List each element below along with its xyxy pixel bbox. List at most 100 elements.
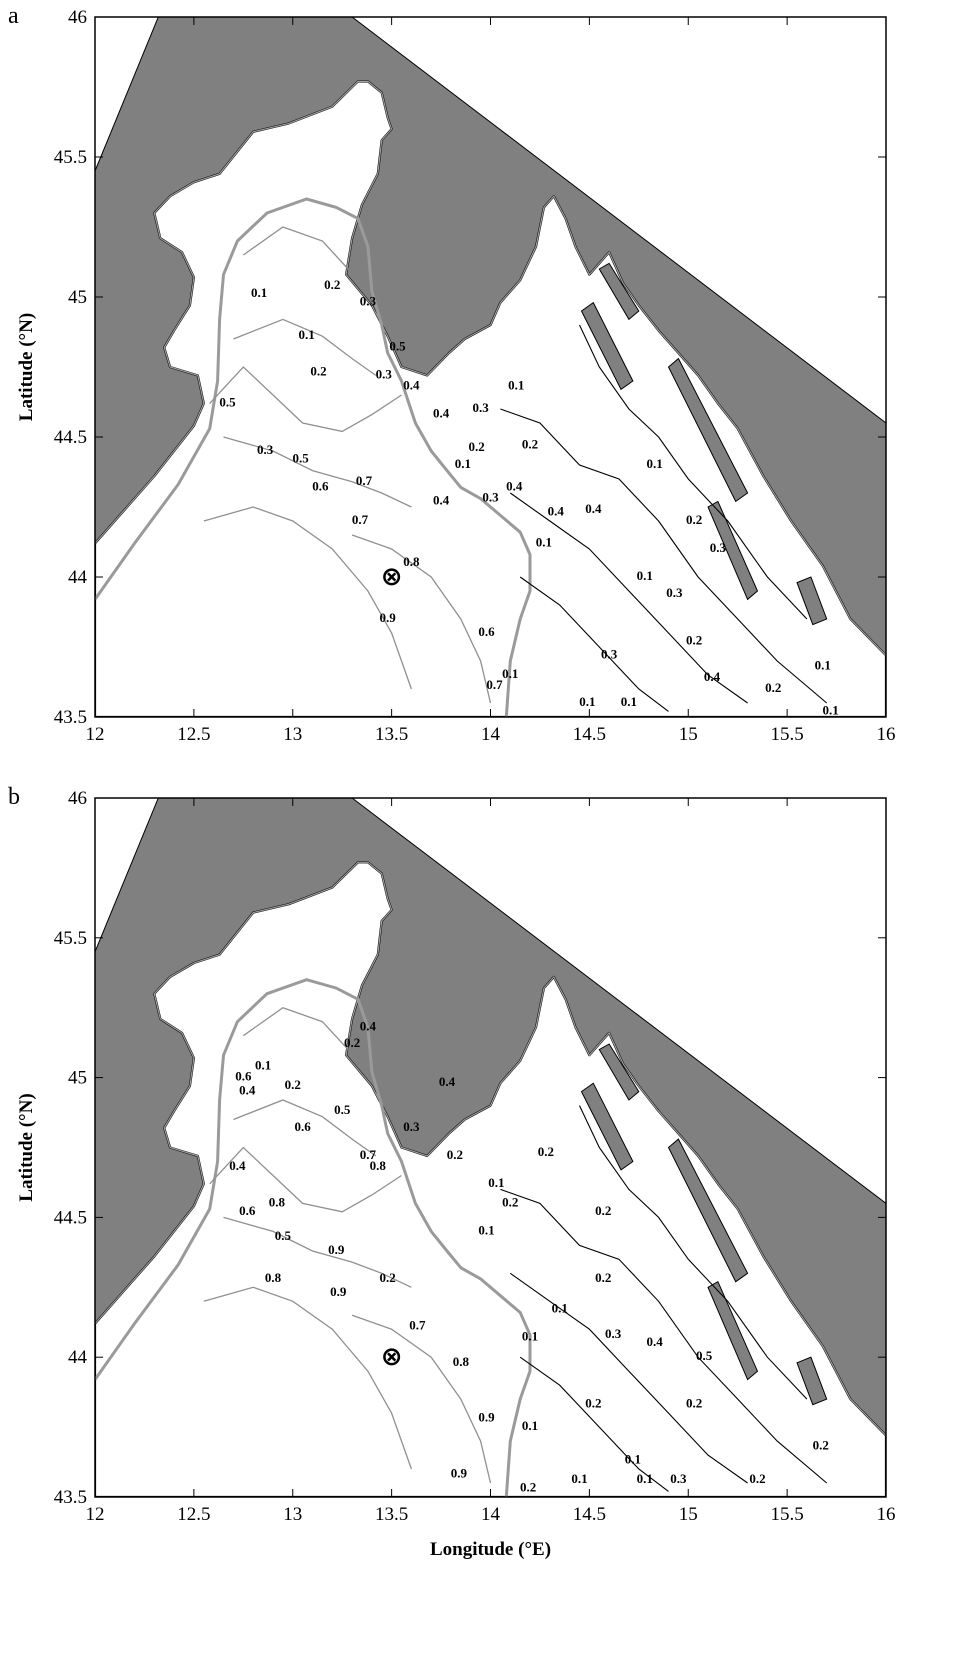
y-tick-label: 45 [68, 1068, 87, 1089]
y-tick-label: 43.5 [54, 1487, 87, 1508]
contour-light-1 [209, 1146, 402, 1213]
contour-label: 0.2 [310, 364, 326, 379]
contour-label: 0.8 [403, 554, 420, 569]
x-tick-label: 16 [877, 724, 896, 745]
contour-label: 0.1 [255, 1057, 271, 1072]
contour-label: 0.2 [595, 1203, 611, 1218]
island-1 [580, 301, 634, 391]
contour-label: 0.2 [686, 512, 702, 527]
contour-label: 0.2 [813, 1438, 829, 1453]
contour-label: 0.3 [670, 1471, 687, 1486]
contour-label: 0.1 [647, 456, 663, 471]
contour-label: 0.6 [478, 624, 495, 639]
contour-label: 0.1 [552, 1301, 568, 1316]
x-tick-label: 13 [283, 724, 302, 745]
contour-label: 0.3 [257, 442, 274, 457]
contour-label: 0.2 [686, 1396, 702, 1411]
contour-label: 0.2 [538, 1144, 554, 1159]
contour-dark-3 [519, 576, 669, 712]
contour-label: 0.1 [536, 534, 552, 549]
panel-letter: b [8, 784, 20, 810]
contour-label: 0.1 [637, 1471, 653, 1486]
contour-dark-1 [500, 1188, 828, 1484]
contour-label: 0.9 [330, 1284, 347, 1299]
y-tick-label: 45 [68, 287, 87, 308]
contour-label: 0.2 [520, 1480, 536, 1495]
isobath-line [95, 978, 532, 1497]
y-tick-label: 44 [68, 567, 88, 588]
contour-dark-2 [509, 1272, 748, 1484]
domain-corner-nw [95, 798, 159, 952]
y-tick-label: 44 [68, 1347, 88, 1368]
station-marker-icon: ⊗ [381, 562, 403, 592]
station-marker-icon: ⊗ [381, 1342, 403, 1372]
contour-label: 0.2 [324, 277, 340, 292]
contour-label: 0.7 [352, 512, 369, 527]
y-tick-label: 46 [68, 788, 87, 809]
x-tick-label: 16 [877, 1504, 896, 1525]
contour-light-4 [242, 1006, 349, 1051]
contour-label: 0.1 [478, 1222, 494, 1237]
island-5 [796, 576, 828, 626]
contour-label: 0.4 [433, 492, 450, 507]
contour-label: 0.2 [380, 1270, 396, 1285]
y-tick-label: 45.5 [54, 147, 87, 168]
contour-dark-2 [509, 492, 748, 704]
x-tick-label: 15.5 [771, 1504, 804, 1525]
x-tick-label: 12.5 [177, 1504, 210, 1525]
contour-label: 0.9 [478, 1410, 495, 1425]
panel-letter: a [8, 3, 19, 29]
x-tick-label: 14 [481, 724, 501, 745]
contour-light-1 [209, 366, 402, 433]
contour-label: 0.9 [328, 1242, 345, 1257]
x-tick-label: 15.5 [771, 724, 804, 745]
contour-label: 0.1 [298, 327, 314, 342]
panel-b-map: 0.20.40.10.60.4 0.20.50.60.40.30.20.10.20… [8, 784, 896, 1560]
contour-label: 0.1 [251, 285, 267, 300]
island-1 [580, 1082, 634, 1171]
y-tick-label: 45.5 [54, 928, 87, 949]
island-2 [667, 357, 749, 503]
contour-label: 0.2 [765, 680, 781, 695]
x-tick-label: 13.5 [375, 1504, 408, 1525]
x-tick-label: 12 [86, 1504, 105, 1525]
contour-label: 0.3 [601, 646, 618, 661]
contour-label: 0.3 [482, 490, 499, 505]
contour-label: 0.6 [239, 1203, 256, 1218]
contour-label: 0.7 [409, 1317, 426, 1332]
contour-label: 0.1 [508, 378, 524, 393]
contour-label: 0.1 [621, 694, 637, 709]
contour-label: 0.3 [710, 540, 727, 555]
contour-light-5 [351, 534, 492, 704]
y-tick-label: 43.5 [54, 707, 87, 728]
contour-label: 0.7 [356, 473, 373, 488]
contour-label: 0.1 [455, 456, 471, 471]
contour-label: 0.1 [815, 658, 831, 673]
island-4 [598, 262, 640, 321]
island-3 [707, 1280, 759, 1381]
contour-label: 0.3 [666, 585, 683, 600]
contour-light-3 [233, 318, 377, 376]
contour-label: 0.2 [447, 1147, 463, 1162]
contour-label: 0.5 [334, 1102, 351, 1117]
y-tick-label: 44.5 [54, 1207, 87, 1228]
contour-label: 0.5 [293, 450, 310, 465]
contour-label: 0.3 [403, 1119, 420, 1134]
coast-halo [95, 80, 886, 656]
x-tick-label: 12 [86, 724, 105, 745]
contour-label: 0.3 [360, 294, 377, 309]
contour-label: 0.2 [469, 439, 485, 454]
contour-label: 0.7 [486, 677, 503, 692]
contour-label: 0.1 [637, 568, 653, 583]
contour-light-6 [203, 506, 413, 690]
contour-label: 0.9 [380, 610, 397, 625]
y-axis-title: Latitude (°N) [16, 313, 37, 421]
contour-label: 0.2 [749, 1471, 765, 1486]
x-tick-label: 13 [283, 1504, 302, 1525]
contour-label: 0.4 [704, 669, 721, 684]
contour-label: 0.5 [696, 1348, 713, 1363]
contour-light-2 [223, 1216, 412, 1288]
contour-label: 0.2 [285, 1077, 301, 1092]
contour-label: 0.3 [376, 366, 393, 381]
